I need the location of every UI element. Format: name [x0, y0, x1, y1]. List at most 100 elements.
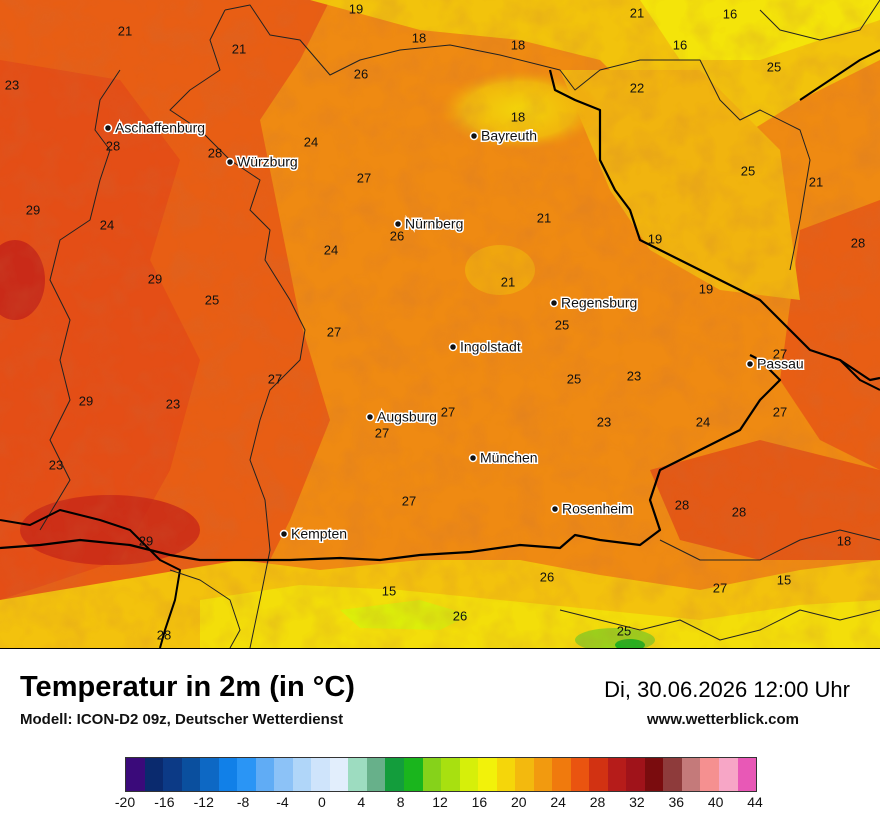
legend-swatch — [441, 758, 460, 791]
legend-tick-label: 40 — [707, 794, 724, 810]
city-dot — [103, 123, 113, 133]
legend-swatch — [181, 758, 201, 791]
temperature-value: 29 — [26, 202, 40, 217]
city-dot — [393, 219, 403, 229]
city-marker: Bayreuth — [469, 126, 539, 145]
legend-swatch — [570, 758, 590, 791]
city-label: Augsburg — [377, 409, 437, 425]
legend-swatch — [292, 758, 312, 791]
temperature-value: 27 — [268, 371, 282, 386]
state-border-west — [169, 9, 306, 648]
temperature-value: 28 — [675, 497, 689, 512]
border-north — [759, 0, 880, 41]
legend-swatch — [589, 758, 608, 791]
city-marker: Regensburg — [549, 293, 639, 312]
model-source: Modell: ICON-D2 09z, Deutscher Wetterdie… — [20, 711, 344, 728]
legend-swatch — [644, 758, 664, 791]
temperature-value: 19 — [648, 231, 662, 246]
temperature-value: 21 — [630, 5, 644, 20]
legend-tick-label: 24 — [550, 794, 566, 810]
border-swiss — [0, 509, 181, 648]
legend-tick-labels: -20 -16 -12 -8 -4 0 4 8 12 16 20 24 28 32 36 40 44 — [0, 794, 880, 814]
temperature-value: 29 — [79, 393, 93, 408]
city-label: Rosenheim — [562, 501, 633, 517]
temperature-value: 24 — [696, 414, 710, 429]
city-marker: Rosenheim — [550, 499, 634, 518]
austria-border — [0, 354, 782, 562]
temperature-value: 22 — [630, 80, 644, 95]
city-label: Nürnberg — [405, 216, 463, 232]
city-label: Bayreuth — [481, 128, 537, 144]
border-southeast — [659, 529, 880, 561]
legend-swatch — [459, 758, 479, 791]
temperature-value: 28 — [732, 504, 746, 519]
city-dot — [225, 157, 235, 167]
temperature-value: 27 — [773, 404, 787, 419]
map-footer: Temperatur in 2m (in °C) Modell: ICON-D2… — [0, 649, 880, 830]
bavaria-border — [224, 4, 811, 271]
temperature-value: 29 — [148, 271, 162, 286]
legend-swatch — [366, 758, 386, 791]
city-markers: Aschaffenburg Würzburg Bayreuth Nürnberg Reg… — [103, 118, 805, 543]
temperature-value: 21 — [809, 174, 823, 189]
city-dot — [448, 342, 458, 352]
legend-swatch — [663, 758, 682, 791]
temperature-value: 23 — [49, 457, 63, 472]
legend-swatch — [274, 758, 293, 791]
legend-swatch — [681, 758, 701, 791]
legend-swatch — [700, 758, 719, 791]
legend-tick-label: 8 — [396, 794, 405, 810]
temperature-value: 21 — [537, 210, 551, 225]
temperature-value: 18 — [412, 30, 426, 45]
temperature-value: 24 — [304, 134, 318, 149]
legend-swatch — [200, 758, 219, 791]
city-label: Aschaffenburg — [115, 120, 205, 136]
temperature-value: 27 — [357, 170, 371, 185]
temperature-value: 19 — [349, 1, 363, 16]
legend-tick-label: 0 — [317, 794, 326, 810]
border-south — [169, 569, 241, 648]
city-label: Kempten — [291, 526, 347, 542]
temperature-value: 28 — [208, 145, 222, 160]
legend-swatch — [533, 758, 553, 791]
city-dot — [745, 359, 755, 369]
temperature-value: 24 — [324, 242, 338, 257]
legend-tick-label: 20 — [510, 794, 527, 810]
city-marker: Würzburg — [225, 152, 299, 171]
city-marker: Aschaffenburg — [103, 118, 207, 137]
temperature-value: 23 — [5, 77, 19, 92]
temperature-value: 29 — [139, 533, 153, 548]
legend-swatch — [719, 758, 738, 791]
temperature-value: 18 — [511, 109, 525, 124]
legend-swatch — [552, 758, 571, 791]
legend-tick-label: -16 — [154, 794, 175, 810]
czech-border — [548, 69, 880, 382]
legend-swatch — [329, 758, 349, 791]
temperature-value: 25 — [741, 163, 755, 178]
temperature-value: 25 — [205, 292, 219, 307]
legend-tick-label: 32 — [629, 794, 645, 810]
color-legend — [125, 757, 757, 792]
temperature-value: 23 — [166, 396, 180, 411]
temperature-value: 24 — [100, 217, 114, 232]
city-marker: Augsburg — [365, 407, 438, 426]
website-link[interactable]: www.wetterblick.com — [647, 711, 799, 728]
border-danube — [839, 359, 880, 391]
borders — [0, 0, 880, 648]
legend-swatch — [626, 758, 645, 791]
legend-swatch — [478, 758, 497, 791]
temperature-value: 28 — [157, 627, 171, 642]
city-dot — [365, 412, 375, 422]
map-title: Temperatur in 2m (in °C) — [20, 671, 355, 703]
legend-tick-label: 4 — [357, 794, 366, 810]
legend-swatch — [515, 758, 534, 791]
city-dot — [279, 529, 289, 539]
temperature-value: 15 — [382, 583, 396, 598]
temperature-value: 28 — [106, 138, 120, 153]
city-dot — [550, 504, 560, 514]
terrain-texture — [0, 0, 880, 648]
temperature-value: 21 — [232, 41, 246, 56]
city-label: Regensburg — [561, 295, 637, 311]
city-marker: Passau — [745, 354, 805, 373]
legend-swatch — [385, 758, 404, 791]
